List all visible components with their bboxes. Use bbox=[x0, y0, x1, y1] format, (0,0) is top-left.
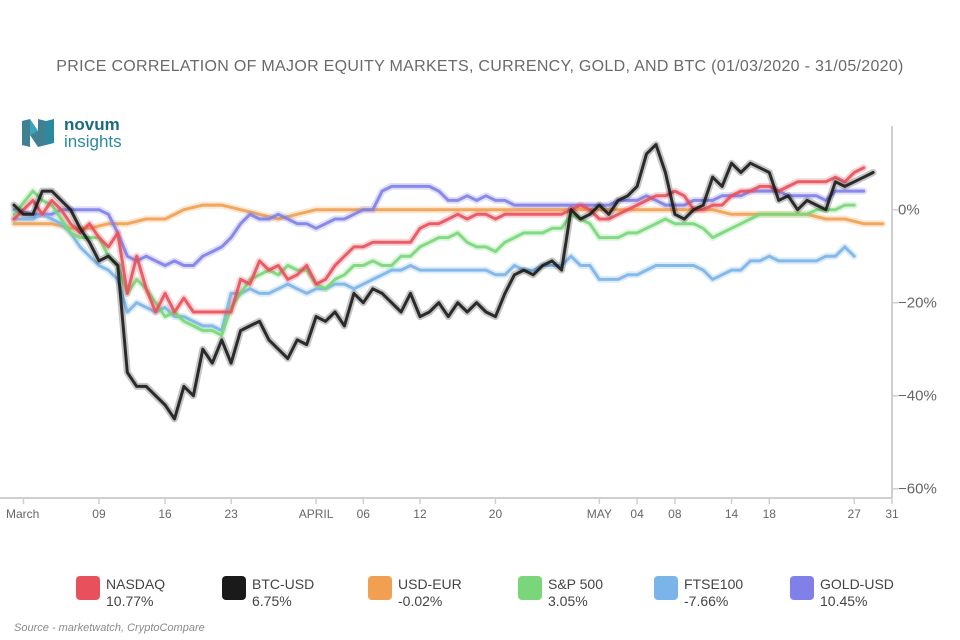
source-note: Source - marketwatch, CryptoCompare bbox=[14, 622, 205, 634]
x-tick-label: 14 bbox=[725, 507, 739, 521]
x-tick-label: March bbox=[6, 507, 39, 521]
line-chart: 0% −20% −40% −60% March 09 16 23 APRIL 06 12 20 MAY 0… bbox=[0, 126, 937, 521]
series-line-ftse100 bbox=[12, 212, 856, 333]
y-tick-label: −20% bbox=[898, 295, 937, 312]
legend-value: 10.77% bbox=[106, 593, 154, 609]
legend-item: USD-EUR -0.02% bbox=[368, 576, 462, 610]
legend-item: GOLD-USD 10.45% bbox=[790, 576, 894, 610]
legend-text: NASDAQ 10.77% bbox=[106, 576, 165, 610]
x-tick-label: 27 bbox=[848, 507, 862, 521]
legend-label: BTC-USD bbox=[252, 576, 315, 592]
legend-value: -0.02% bbox=[398, 593, 443, 609]
legend-label: S&P 500 bbox=[548, 576, 604, 592]
legend-text: GOLD-USD 10.45% bbox=[820, 576, 894, 610]
legend-swatch bbox=[368, 576, 392, 600]
x-tick-label: 06 bbox=[357, 507, 371, 521]
legend-text: S&P 500 3.05% bbox=[548, 576, 603, 610]
legend-swatch bbox=[76, 576, 100, 600]
x-tick-label: 16 bbox=[158, 507, 172, 521]
legend-swatch bbox=[222, 576, 246, 600]
legend-value: -7.66% bbox=[684, 593, 729, 609]
legend-text: BTC-USD 6.75% bbox=[252, 576, 314, 610]
legend-item: FTSE100 -7.66% bbox=[654, 576, 743, 610]
x-tick-label: 31 bbox=[885, 507, 899, 521]
x-tick-label: 08 bbox=[668, 507, 682, 521]
logo-sub: insights bbox=[64, 132, 122, 151]
series-line-nasdaq bbox=[12, 166, 866, 314]
legend-swatch bbox=[518, 576, 542, 600]
y-tick-label: −40% bbox=[898, 388, 937, 405]
x-tick-label: MAY bbox=[587, 507, 612, 521]
series-line-s-p-500 bbox=[12, 189, 856, 337]
series-line-usd-eur bbox=[12, 203, 885, 230]
legend-label: FTSE100 bbox=[684, 576, 744, 592]
x-tick-label: 18 bbox=[763, 507, 777, 521]
legend-item: S&P 500 3.05% bbox=[518, 576, 603, 610]
series-line-btc-usd bbox=[12, 143, 875, 421]
legend-item: NASDAQ 10.77% bbox=[76, 576, 165, 610]
logo-brand: novum bbox=[64, 115, 120, 134]
legend-swatch bbox=[654, 576, 678, 600]
legend-label: USD-EUR bbox=[398, 576, 462, 592]
legend-swatch bbox=[790, 576, 814, 600]
legend-label: GOLD-USD bbox=[820, 576, 894, 592]
legend-text: USD-EUR -0.02% bbox=[398, 576, 462, 610]
x-tick-label: 12 bbox=[413, 507, 427, 521]
novum-logo-icon bbox=[22, 119, 54, 147]
legend-value: 3.05% bbox=[548, 593, 588, 609]
y-tick-label: 0% bbox=[898, 202, 920, 219]
legend-value: 6.75% bbox=[252, 593, 292, 609]
x-tick-label: 20 bbox=[489, 507, 503, 521]
legend-text: FTSE100 -7.66% bbox=[684, 576, 743, 610]
x-tick-label: APRIL bbox=[299, 507, 334, 521]
y-tick-label: −60% bbox=[898, 481, 937, 498]
x-tick-label: 04 bbox=[630, 507, 644, 521]
x-tick-label: 23 bbox=[224, 507, 238, 521]
x-tick-label: 09 bbox=[92, 507, 106, 521]
chart-title: PRICE CORRELATION OF MAJOR EQUITY MARKET… bbox=[56, 58, 904, 75]
legend-label: NASDAQ bbox=[106, 576, 166, 592]
series-line-gold-usd bbox=[12, 184, 866, 267]
novum-logo: novum insights bbox=[20, 116, 122, 150]
legend-value: 10.45% bbox=[820, 593, 868, 609]
legend-item: BTC-USD 6.75% bbox=[222, 576, 314, 610]
